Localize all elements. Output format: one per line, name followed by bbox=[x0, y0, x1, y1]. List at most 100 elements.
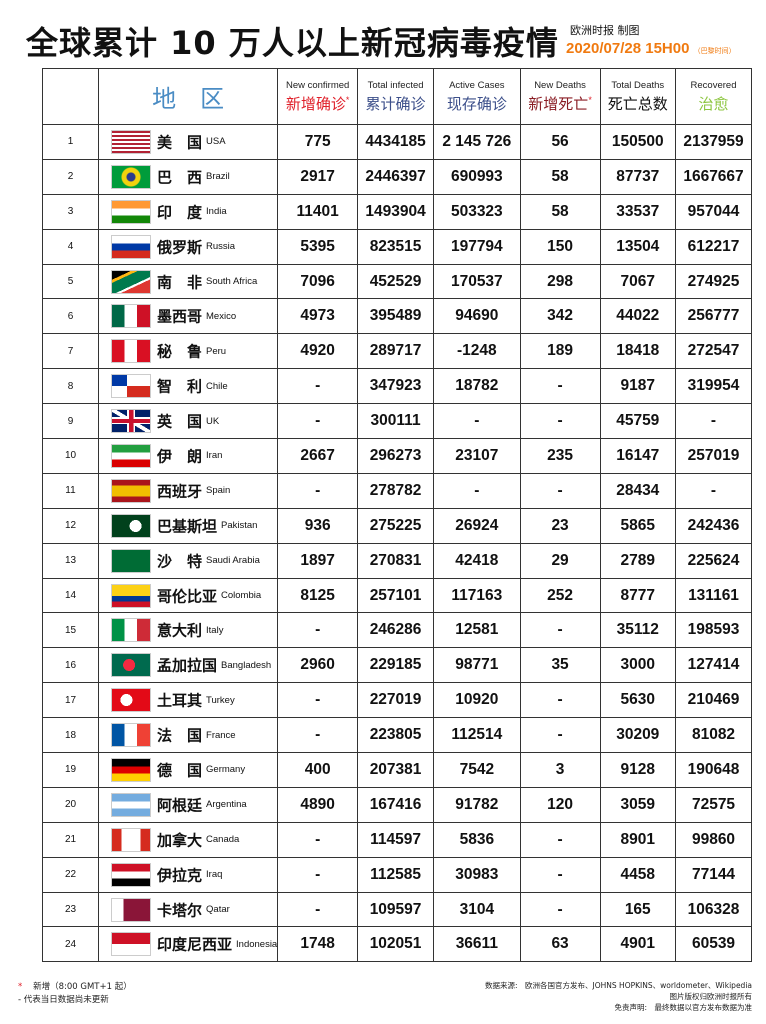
saudi-flag-icon bbox=[111, 548, 151, 573]
country-zh: 印度尼西亚 bbox=[157, 936, 233, 954]
region-cell: 秘 鲁 Peru bbox=[97, 333, 279, 370]
turkey-flag-icon bbox=[111, 688, 151, 713]
value-cell: 225624 bbox=[675, 542, 752, 579]
country-zh: 阿根廷 bbox=[157, 797, 203, 815]
country-en: Mexico bbox=[206, 310, 237, 322]
value-cell: 4973 bbox=[277, 298, 359, 335]
header-en: Total infected bbox=[367, 79, 424, 91]
value-cell: 30209 bbox=[599, 717, 677, 754]
row-index: 12 bbox=[42, 507, 99, 544]
value-cell: 117163 bbox=[433, 577, 521, 614]
region-cell: 意大利 Italy bbox=[97, 612, 279, 649]
value-cell: - bbox=[277, 472, 359, 509]
value-cell: 10920 bbox=[433, 682, 521, 719]
region-cell: 英 国 UK bbox=[97, 403, 279, 440]
value-cell: 257019 bbox=[675, 438, 752, 474]
table-row: 8 智 利 Chile -347923 18782-9187 319954 bbox=[42, 368, 752, 405]
region-cell: 沙 特 Saudi Arabia bbox=[97, 542, 279, 579]
value-cell: - bbox=[519, 821, 601, 858]
region-cell: 法 国 France bbox=[97, 717, 279, 754]
value-cell: 167416 bbox=[357, 786, 435, 823]
value-cell: 319954 bbox=[675, 368, 752, 405]
footnote-dash: - 代表当日数据尚未更新 bbox=[18, 995, 109, 1005]
value-cell: 99860 bbox=[675, 821, 752, 858]
country-en: France bbox=[206, 729, 236, 741]
value-cell: 5865 bbox=[599, 507, 677, 544]
value-cell: 5836 bbox=[433, 821, 521, 858]
value-cell: 289717 bbox=[357, 333, 435, 370]
row-index: 13 bbox=[42, 542, 99, 579]
region-cell: 土耳其 Turkey bbox=[97, 682, 279, 719]
region-cell: 印度尼西亚 Indonesia bbox=[97, 926, 279, 963]
value-cell: 87737 bbox=[599, 158, 677, 195]
value-cell: 4458 bbox=[599, 856, 677, 893]
header-zh: 治愈 bbox=[698, 95, 729, 113]
value-cell: 235 bbox=[519, 438, 601, 474]
iran-flag-icon bbox=[111, 443, 151, 468]
header-zh: 累计确诊 bbox=[365, 95, 426, 113]
country-en: Russia bbox=[206, 241, 236, 253]
argentina-flag-icon bbox=[111, 792, 151, 817]
region-cell: 阿根廷 Argentina bbox=[97, 786, 279, 823]
header-en: Active Cases bbox=[449, 79, 505, 91]
value-cell: - bbox=[519, 856, 601, 893]
value-cell: 452529 bbox=[357, 263, 435, 300]
country-zh: 南 非 bbox=[157, 274, 203, 291]
copyright: 图片版权归欧洲时报所有 bbox=[669, 992, 753, 1001]
country-en: Iraq bbox=[206, 869, 223, 881]
value-cell: 60539 bbox=[675, 926, 752, 963]
country-zh: 德 国 bbox=[157, 762, 203, 780]
value-cell: 77144 bbox=[675, 856, 752, 893]
country-en: Colombia bbox=[221, 590, 262, 602]
value-cell: 229185 bbox=[357, 647, 435, 684]
table-row: 6 墨西哥 Mexico 4973 395489 94690 342 44022 256777 bbox=[42, 298, 752, 335]
bangladesh-flag-icon bbox=[111, 653, 151, 678]
value-cell: - bbox=[675, 472, 752, 509]
country-en: India bbox=[206, 206, 227, 218]
value-cell: 44022 bbox=[599, 298, 677, 335]
source: 数据来源: 欧洲各国官方发布、JOHNS HOPKINS、worldometer… bbox=[485, 981, 752, 990]
country-en: Canada bbox=[206, 834, 240, 846]
value-cell: 2789 bbox=[599, 542, 677, 579]
pakistan-flag-icon bbox=[111, 513, 151, 538]
uk-flag-icon bbox=[111, 409, 151, 434]
region-cell: 加拿大 Canada bbox=[97, 821, 279, 858]
table-row: 7 秘 鲁 Peru 4920 289717 -1248 189 18418 272547 bbox=[42, 333, 752, 370]
value-cell: 300111 bbox=[357, 403, 435, 440]
country-zh: 卡塔尔 bbox=[157, 902, 203, 920]
value-cell: 612217 bbox=[675, 228, 752, 265]
value-cell: 223805 bbox=[357, 717, 435, 754]
value-cell: 400 bbox=[277, 752, 359, 788]
value-cell: 256777 bbox=[675, 298, 752, 335]
value-cell: 775 bbox=[277, 124, 359, 160]
value-cell: - bbox=[519, 472, 601, 509]
date-text: 2020/07/28 15H00 bbox=[566, 40, 690, 57]
value-cell: 23 bbox=[519, 507, 601, 544]
note1: 新增（8:00 GMT+1 起） bbox=[33, 982, 132, 992]
value-cell: 347923 bbox=[357, 368, 435, 405]
footnote-new: * 新增（8:00 GMT+1 起） bbox=[18, 980, 132, 992]
value-cell: 13504 bbox=[599, 228, 677, 265]
cases-table: 地 区 New confirmed 新增确诊* Total infected 累计确诊 A… bbox=[42, 68, 752, 963]
value-cell: 2 145 726 bbox=[433, 124, 521, 160]
value-cell: - bbox=[519, 612, 601, 649]
publisher: 欧洲时报 制图 bbox=[570, 24, 640, 37]
row-index: 2 bbox=[42, 158, 99, 195]
value-cell: - bbox=[277, 612, 359, 649]
region-cell: 哥伦比亚 Colombia bbox=[97, 577, 279, 614]
country-en: Brazil bbox=[206, 171, 230, 183]
row-index: 18 bbox=[42, 717, 99, 754]
usa-flag-icon bbox=[111, 129, 151, 154]
value-cell: - bbox=[277, 821, 359, 858]
country-zh: 意大利 bbox=[157, 622, 203, 640]
table-row: 23 卡塔尔 Qatar -109597 3104-165 106328 bbox=[42, 891, 752, 928]
value-cell: 2917 bbox=[277, 158, 359, 195]
star: * bbox=[588, 94, 592, 105]
column-header-0: 地 区 bbox=[97, 68, 279, 125]
india-flag-icon bbox=[111, 199, 151, 224]
country-zh: 俄罗斯 bbox=[157, 239, 203, 257]
value-cell: 190648 bbox=[675, 752, 752, 788]
value-cell: 112514 bbox=[433, 717, 521, 754]
value-cell: 81082 bbox=[675, 717, 752, 754]
country-zh: 巴基斯坦 bbox=[157, 518, 218, 536]
